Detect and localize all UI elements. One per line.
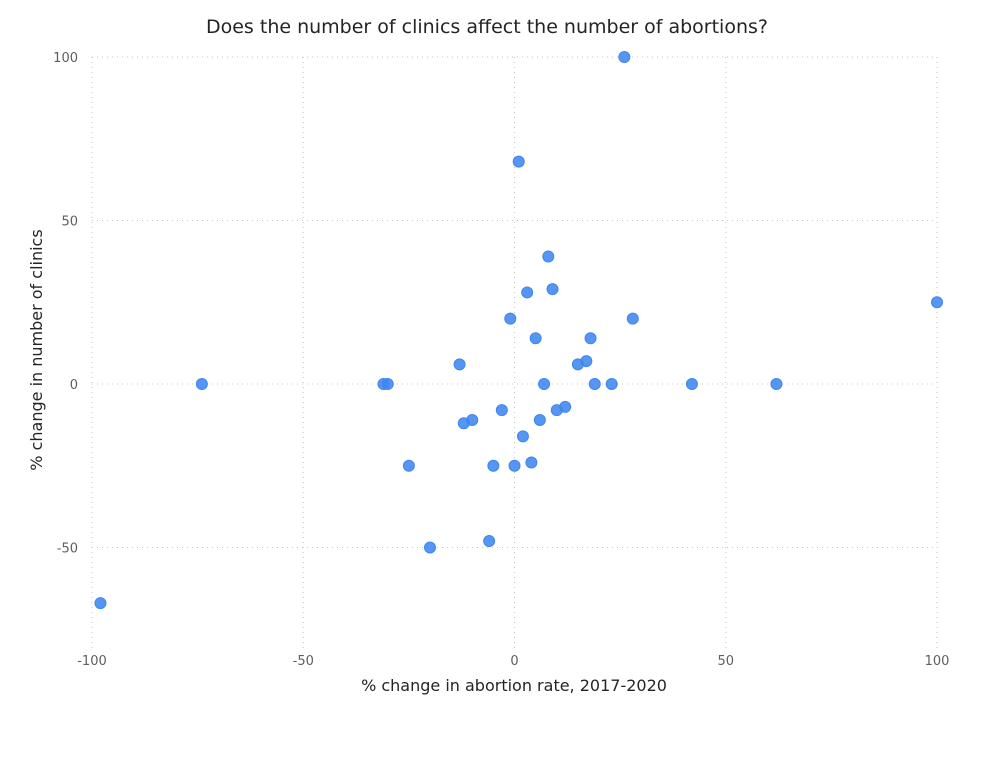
x-tick-label: 100: [925, 654, 950, 669]
scatter-point[interactable]: [508, 459, 521, 472]
scatter-point[interactable]: [542, 250, 555, 263]
scatter-point[interactable]: [618, 51, 631, 63]
gridlines: [91, 56, 938, 648]
scatter-point[interactable]: [580, 355, 593, 368]
scatter-point[interactable]: [605, 378, 618, 390]
x-axis-label: % change in abortion rate, 2017-2020: [361, 676, 667, 695]
scatter-point[interactable]: [512, 155, 525, 168]
scatter-point[interactable]: [483, 534, 496, 547]
scatter-point[interactable]: [94, 597, 107, 610]
scatter-point[interactable]: [495, 404, 508, 417]
scatter-point[interactable]: [770, 378, 783, 390]
scatter-point[interactable]: [487, 459, 500, 472]
scatter-point[interactable]: [504, 312, 517, 325]
chart-title: Does the number of clinics affect the nu…: [206, 16, 768, 38]
y-tick-label: -50: [57, 542, 78, 557]
y-tick-label: 100: [53, 51, 78, 66]
scatter-point[interactable]: [402, 459, 415, 472]
x-tick-label: 50: [717, 654, 734, 669]
y-tick-label: 50: [61, 215, 78, 230]
scatter-point[interactable]: [685, 378, 698, 390]
scatter-point[interactable]: [457, 417, 470, 430]
scatter-point[interactable]: [424, 541, 436, 554]
x-tick-label: -100: [77, 654, 107, 669]
scatter-point[interactable]: [538, 378, 551, 390]
x-axis-ticks: -100 -50 0 50 100: [77, 654, 949, 669]
x-tick-label: 0: [510, 654, 518, 669]
data-points: [94, 51, 943, 610]
y-tick-label: 0: [70, 378, 78, 393]
scatter-point[interactable]: [533, 413, 546, 426]
scatter-point[interactable]: [525, 456, 538, 469]
scatter-point[interactable]: [931, 296, 943, 309]
scatter-point[interactable]: [626, 312, 639, 325]
scatter-point[interactable]: [529, 332, 542, 345]
scatter-point[interactable]: [550, 404, 563, 417]
y-axis-label: % change in number of clinics: [27, 229, 46, 470]
y-axis-ticks: -50 0 50 100: [53, 51, 78, 557]
scatter-point[interactable]: [195, 378, 208, 390]
scatter-point[interactable]: [588, 378, 601, 390]
scatter-point[interactable]: [453, 358, 466, 371]
scatter-point[interactable]: [521, 286, 534, 299]
scatter-point[interactable]: [584, 332, 597, 345]
scatter-point[interactable]: [546, 283, 559, 296]
x-tick-label: -50: [293, 654, 314, 669]
scatter-point[interactable]: [381, 378, 394, 390]
scatter-point[interactable]: [516, 430, 529, 443]
